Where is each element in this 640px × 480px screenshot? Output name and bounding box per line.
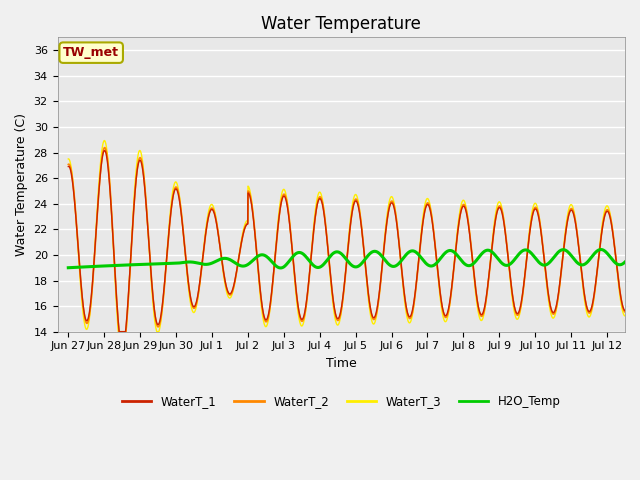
Legend: WaterT_1, WaterT_2, WaterT_3, H2O_Temp: WaterT_1, WaterT_2, WaterT_3, H2O_Temp (117, 391, 566, 413)
X-axis label: Time: Time (326, 357, 356, 370)
Y-axis label: Water Temperature (C): Water Temperature (C) (15, 113, 28, 256)
Text: TW_met: TW_met (63, 46, 119, 59)
Title: Water Temperature: Water Temperature (261, 15, 421, 33)
